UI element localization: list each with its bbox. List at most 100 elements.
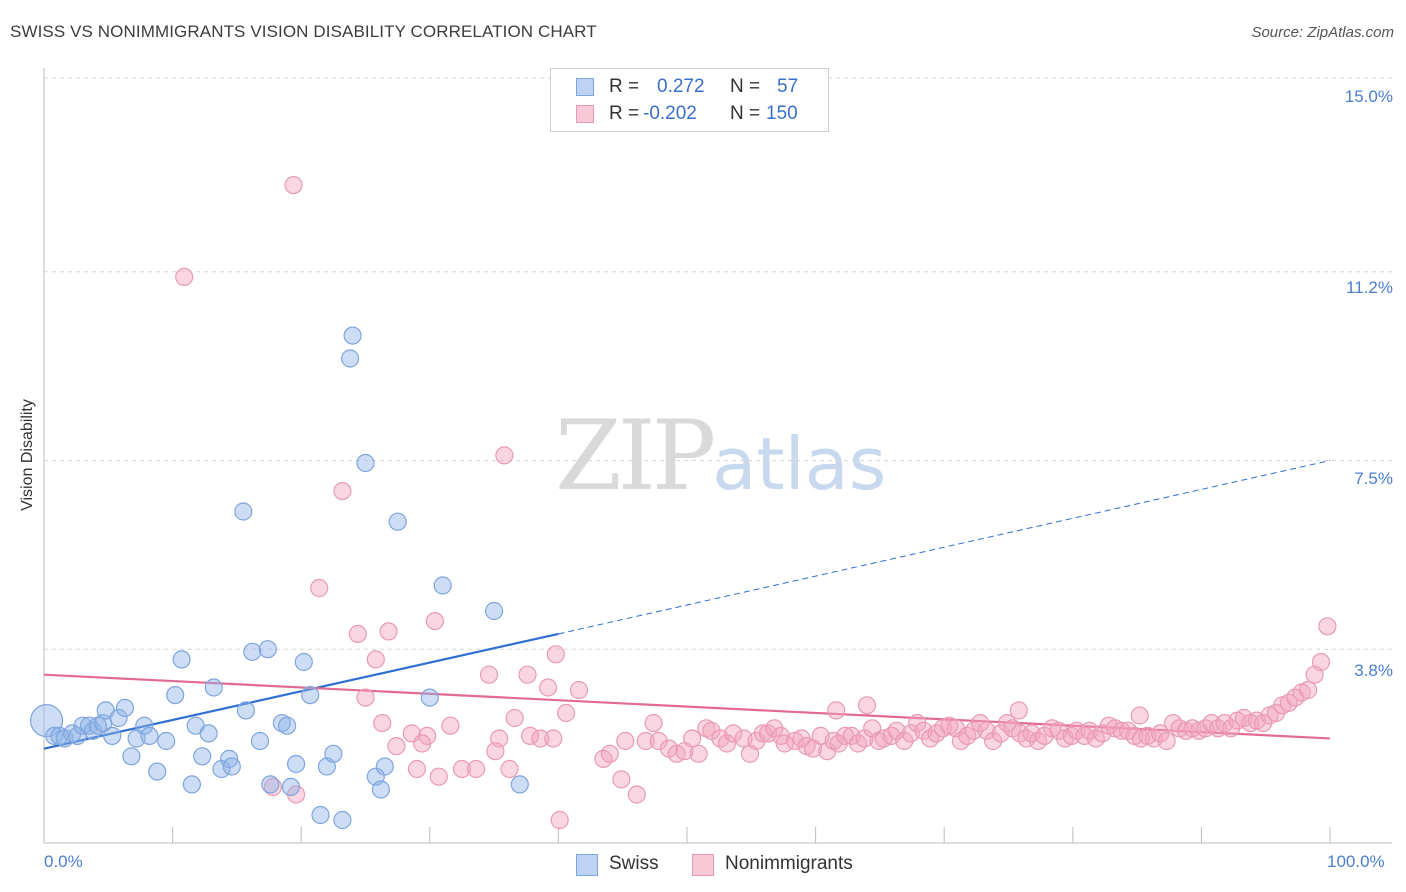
axes bbox=[43, 68, 1392, 844]
nonimmigrants-point bbox=[644, 713, 663, 733]
swiss-point bbox=[148, 762, 167, 781]
swiss-point bbox=[157, 731, 176, 751]
legend-r-label: R = bbox=[609, 103, 640, 124]
legend-n-label: N = bbox=[730, 76, 761, 97]
nonimmigrants-point bbox=[333, 482, 352, 501]
nonimmigrants-point bbox=[531, 729, 550, 748]
swiss-point bbox=[204, 678, 223, 697]
nonimmigrants-point bbox=[263, 777, 282, 797]
swiss-point bbox=[250, 731, 270, 751]
nonimmigrants-point bbox=[1253, 713, 1273, 733]
nonimmigrants-point bbox=[1062, 726, 1081, 746]
y-tick-label: 7.5% bbox=[1354, 469, 1393, 488]
swiss-point bbox=[301, 685, 320, 705]
nonimmigrants-point bbox=[600, 744, 619, 763]
nonimmigrants-point bbox=[1311, 652, 1331, 672]
nonimmigrants-point bbox=[413, 734, 432, 753]
gridlines bbox=[44, 77, 1392, 650]
nonimmigrants-point bbox=[569, 680, 589, 700]
swiss-point bbox=[510, 775, 529, 794]
nonimmigrants-point bbox=[500, 759, 519, 779]
nonimmigrants-point bbox=[1298, 680, 1318, 700]
nonimmigrants-point bbox=[429, 767, 448, 786]
swiss-point bbox=[199, 724, 218, 743]
y-tick-label: 11.2% bbox=[1346, 278, 1393, 297]
nonimmigrants-point bbox=[717, 734, 737, 753]
source-label: Source: ZipAtlas.com bbox=[1251, 24, 1394, 41]
nonimmigrants-point bbox=[824, 731, 843, 751]
swiss-point bbox=[140, 726, 159, 746]
nonimmigrants-point bbox=[387, 736, 406, 756]
nonimmigrants-point bbox=[546, 645, 565, 664]
swiss-trend-extension bbox=[558, 460, 1331, 635]
swiss-swatch bbox=[576, 854, 598, 876]
nonimmigrants-point bbox=[356, 688, 375, 707]
nonimmigrants-swatch bbox=[576, 105, 594, 123]
nonimmigrants-point bbox=[616, 731, 635, 751]
legend: R = 0.272 N = 57 R = -0.202 N = 150 bbox=[550, 68, 829, 132]
nonimmigrants-point bbox=[1009, 701, 1028, 720]
swiss-point bbox=[371, 780, 390, 799]
swiss-point bbox=[193, 747, 212, 766]
nonimmigrants-point bbox=[1130, 706, 1149, 725]
swiss-point bbox=[433, 576, 452, 595]
swiss-point bbox=[261, 775, 280, 794]
swiss-point bbox=[83, 721, 103, 740]
swiss-swatch bbox=[576, 78, 594, 96]
swiss-point bbox=[234, 502, 253, 521]
nonimmigrants-point bbox=[612, 770, 631, 789]
nonimmigrants-point bbox=[827, 701, 846, 720]
swiss-point bbox=[420, 688, 439, 707]
swiss-point bbox=[333, 810, 352, 830]
swiss-point bbox=[343, 326, 362, 345]
swiss-point bbox=[45, 726, 64, 746]
nonimmigrants-point bbox=[983, 731, 1003, 751]
nonimmigrants-point bbox=[1075, 726, 1094, 746]
swiss-point bbox=[236, 701, 255, 720]
swiss-trend-line bbox=[43, 632, 559, 750]
nonimmigrants-point bbox=[544, 729, 563, 748]
nonimmigrants-point bbox=[753, 724, 773, 743]
nonimmigrants-point bbox=[724, 724, 743, 743]
swiss-point bbox=[341, 349, 360, 368]
swiss-point bbox=[375, 757, 394, 776]
data-points bbox=[29, 176, 1337, 830]
legend-n-value: 150 bbox=[766, 103, 798, 124]
swiss-point bbox=[287, 754, 306, 774]
swiss-point bbox=[311, 805, 330, 825]
legend-row-swiss: R = 0.272 N = 57 bbox=[551, 74, 828, 100]
nonimmigrants-point bbox=[682, 729, 702, 748]
nonimmigrants-point bbox=[550, 810, 569, 830]
swiss-point bbox=[122, 747, 141, 766]
swiss-point bbox=[172, 650, 191, 669]
nonimmigrants-point bbox=[495, 446, 514, 465]
nonimmigrants-point bbox=[175, 267, 194, 286]
trend-lines bbox=[43, 460, 1331, 750]
nonimmigrants-point bbox=[505, 708, 524, 728]
swiss-point bbox=[73, 716, 92, 735]
swiss-point bbox=[281, 777, 300, 797]
swiss-point bbox=[294, 652, 313, 672]
nonimmigrants-point bbox=[977, 721, 996, 740]
nonimmigrants-point bbox=[689, 744, 708, 763]
legend-n-label: N = bbox=[730, 103, 761, 124]
nonimmigrants-point bbox=[1035, 726, 1054, 746]
nonimmigrants-point bbox=[1157, 731, 1176, 751]
watermark-atlas: atlas bbox=[712, 422, 887, 506]
nonimmigrants-point bbox=[991, 724, 1010, 743]
nonimmigrants-point bbox=[636, 731, 655, 751]
nonimmigrants-point bbox=[1318, 617, 1337, 636]
chart-title: SWISS VS NONIMMIGRANTS VISION DISABILITY… bbox=[10, 22, 597, 41]
swiss-point bbox=[222, 757, 241, 776]
swiss-point bbox=[166, 685, 185, 705]
swiss-point bbox=[272, 713, 291, 733]
legend-r-value: 0.272 bbox=[657, 76, 705, 97]
legend-row-nonimmigrants: R = -0.202 N = 150 bbox=[551, 101, 828, 127]
nonimmigrants-point bbox=[1151, 724, 1170, 743]
nonimmigrants-point bbox=[284, 176, 303, 195]
nonimmigrants-point bbox=[425, 611, 444, 631]
nonimmigrants-point bbox=[998, 713, 1017, 733]
legend-swiss-label: Swiss bbox=[609, 853, 659, 874]
y-tick-label: 3.8% bbox=[1354, 661, 1393, 680]
